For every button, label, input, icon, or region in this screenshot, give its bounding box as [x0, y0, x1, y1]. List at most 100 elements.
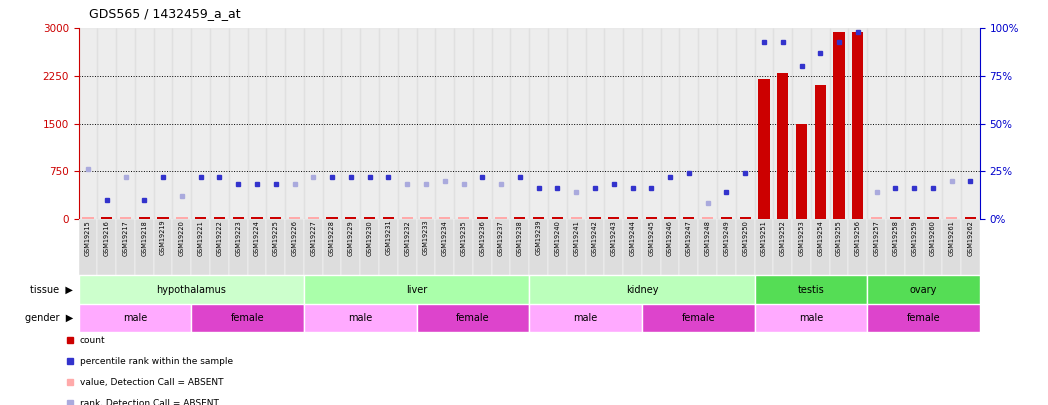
Text: GSM19236: GSM19236 [479, 220, 485, 256]
Text: GSM19229: GSM19229 [348, 220, 354, 256]
Bar [79, 275, 304, 304]
Bar [792, 28, 811, 219]
Text: GSM19259: GSM19259 [911, 220, 917, 256]
Bar [811, 28, 830, 219]
Bar [116, 28, 135, 219]
Text: GSM19261: GSM19261 [948, 220, 955, 256]
Bar [660, 28, 679, 219]
Bar [961, 219, 980, 275]
Bar [683, 217, 695, 219]
Bar [327, 217, 337, 219]
Text: GSM19245: GSM19245 [649, 220, 654, 256]
Text: rank, Detection Call = ABSENT: rank, Detection Call = ABSENT [80, 399, 219, 405]
Bar [586, 219, 605, 275]
Bar [679, 219, 698, 275]
Bar [721, 217, 733, 219]
Bar [435, 28, 454, 219]
Bar [570, 217, 582, 219]
Bar [759, 79, 769, 219]
Text: GSM19224: GSM19224 [254, 220, 260, 256]
Bar [439, 217, 451, 219]
Bar [154, 28, 173, 219]
Text: percentile rank within the sample: percentile rank within the sample [80, 357, 233, 366]
Text: GSM19254: GSM19254 [817, 220, 824, 256]
Bar [247, 28, 266, 219]
Bar [886, 219, 904, 275]
Text: GSM19239: GSM19239 [536, 220, 542, 256]
Bar [247, 219, 266, 275]
Bar [605, 28, 624, 219]
Bar [304, 304, 416, 332]
Bar [79, 219, 97, 275]
Text: GSM19233: GSM19233 [423, 220, 429, 256]
Bar [228, 28, 247, 219]
Bar [342, 219, 361, 275]
Text: male: male [123, 313, 147, 323]
Bar [773, 28, 792, 219]
Bar [664, 217, 676, 219]
Bar [266, 28, 285, 219]
Bar [323, 219, 342, 275]
Bar [285, 219, 304, 275]
Text: GSM19228: GSM19228 [329, 220, 335, 256]
Text: GSM19222: GSM19222 [217, 220, 222, 256]
Text: GDS565 / 1432459_a_at: GDS565 / 1432459_a_at [89, 7, 241, 20]
Bar [97, 28, 116, 219]
Bar [383, 217, 394, 219]
Text: male: male [799, 313, 823, 323]
Text: GSM19244: GSM19244 [630, 220, 635, 256]
Text: GSM19256: GSM19256 [855, 220, 860, 256]
Bar [736, 28, 755, 219]
Bar [923, 219, 942, 275]
Bar [270, 217, 281, 219]
Bar [641, 219, 660, 275]
Bar [477, 217, 488, 219]
Text: female: female [907, 313, 940, 323]
Bar [101, 217, 112, 219]
Bar [717, 219, 736, 275]
Bar [849, 219, 868, 275]
Text: hypothalamus: hypothalamus [156, 285, 226, 294]
Bar [849, 28, 868, 219]
Bar [304, 28, 323, 219]
Text: GSM19247: GSM19247 [685, 220, 692, 256]
Bar [755, 28, 773, 219]
Bar [154, 219, 173, 275]
Text: GSM19226: GSM19226 [291, 220, 298, 256]
Bar [904, 219, 923, 275]
Bar [942, 219, 961, 275]
Bar [79, 304, 191, 332]
Text: testis: testis [798, 285, 825, 294]
Bar [492, 219, 510, 275]
Bar [641, 304, 755, 332]
Bar [886, 28, 904, 219]
Text: GSM19223: GSM19223 [235, 220, 241, 256]
Bar [660, 219, 679, 275]
Bar [228, 219, 247, 275]
Text: GSM19219: GSM19219 [160, 220, 166, 256]
Bar [361, 219, 379, 275]
Text: male: male [573, 313, 597, 323]
Bar [795, 124, 807, 219]
Text: female: female [456, 313, 489, 323]
Bar [420, 217, 432, 219]
Bar [529, 275, 755, 304]
Bar [138, 217, 150, 219]
Bar [717, 28, 736, 219]
Bar [191, 28, 210, 219]
Bar [740, 217, 750, 219]
Bar [119, 217, 131, 219]
Bar [548, 28, 567, 219]
Bar [533, 217, 544, 219]
Text: kidney: kidney [626, 285, 658, 294]
Bar [830, 219, 849, 275]
Bar [605, 219, 624, 275]
Text: GSM19241: GSM19241 [573, 220, 580, 256]
Bar [529, 28, 548, 219]
Bar [97, 219, 116, 275]
Bar [755, 219, 773, 275]
Text: GSM19215: GSM19215 [85, 220, 91, 256]
Text: GSM19225: GSM19225 [272, 220, 279, 256]
Bar [567, 219, 586, 275]
Bar [927, 217, 939, 219]
